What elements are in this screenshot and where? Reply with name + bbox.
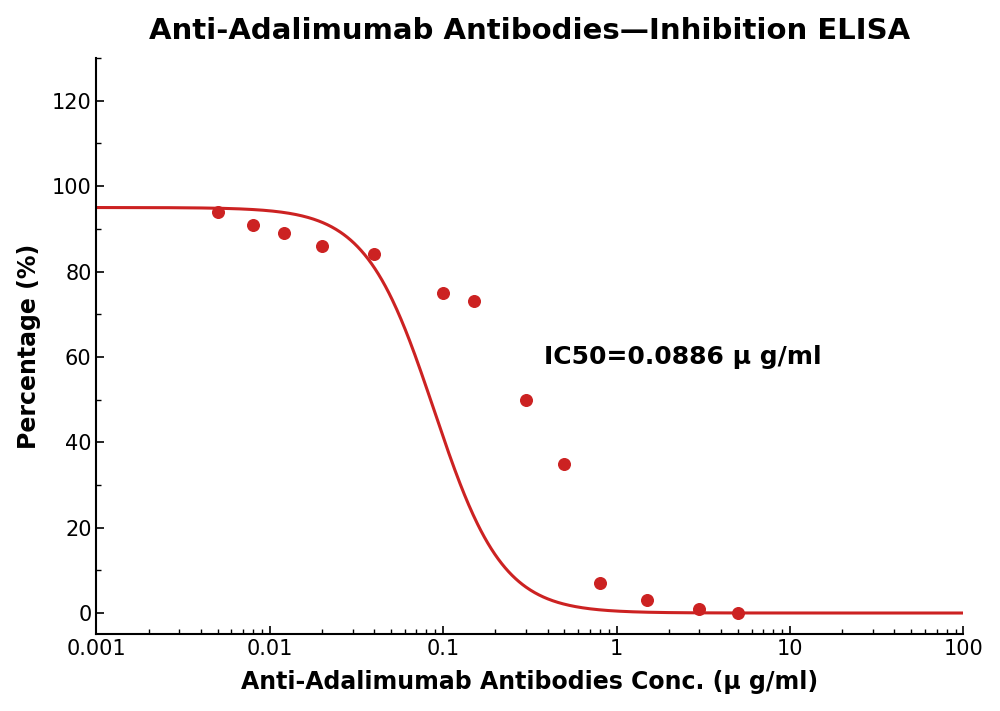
- Point: [276, 228, 292, 239]
- Point: [466, 296, 482, 307]
- Point: [556, 458, 572, 469]
- Point: [730, 607, 746, 619]
- Point: [435, 287, 451, 299]
- Point: [518, 394, 534, 405]
- Y-axis label: Percentage (%): Percentage (%): [17, 244, 41, 449]
- X-axis label: Anti-Adalimumab Antibodies Conc. (μ g/ml): Anti-Adalimumab Antibodies Conc. (μ g/ml…: [241, 670, 818, 695]
- Point: [314, 240, 330, 252]
- Point: [366, 249, 382, 260]
- Point: [592, 577, 608, 589]
- Text: IC50=0.0886 μ g/ml: IC50=0.0886 μ g/ml: [544, 345, 821, 369]
- Point: [245, 219, 261, 230]
- Point: [691, 603, 707, 614]
- Point: [639, 594, 655, 606]
- Point: [210, 206, 226, 218]
- Title: Anti-Adalimumab Antibodies—Inhibition ELISA: Anti-Adalimumab Antibodies—Inhibition EL…: [149, 16, 910, 45]
